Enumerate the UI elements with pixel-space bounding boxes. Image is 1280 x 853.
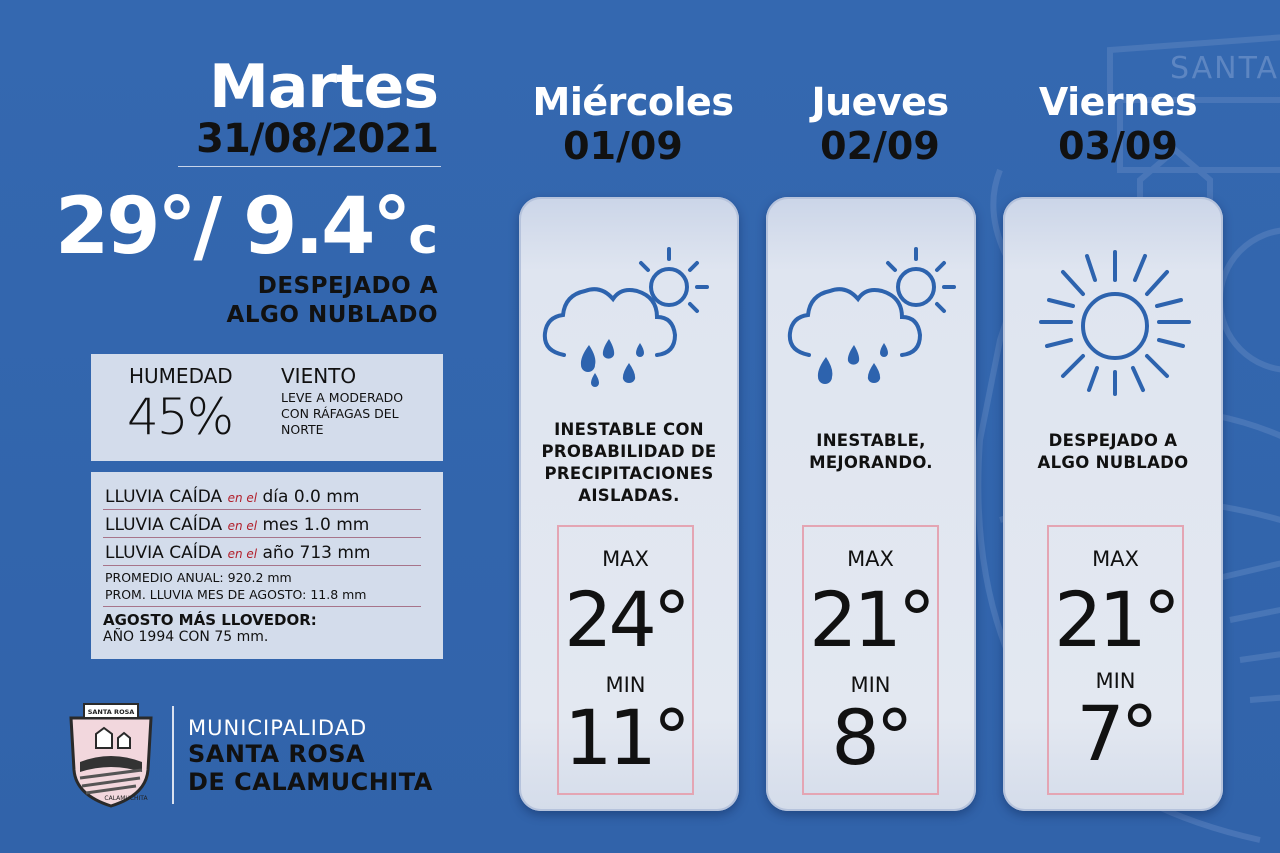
record-text: AÑO 1994 CON 75 mm. [103, 629, 269, 645]
max-temp: 24° [564, 575, 691, 664]
forecast-card-3: DESPEJADO A ALGO NUBLADO MAX 21° MIN 7° [1003, 197, 1223, 811]
rain-connector: en el [227, 491, 258, 505]
max-temp: 21° [809, 575, 936, 664]
municipal-shield-icon: SANTA ROSA CALAMUCHITA [69, 703, 153, 808]
condition-line: ALGO NUBLADO [1037, 453, 1189, 472]
condition-line: INESTABLE, [816, 431, 926, 450]
today-temps-value: 29°/ 9.4° [54, 182, 411, 272]
today-condition-line: ALGO NUBLADO [226, 302, 438, 328]
rain-prefix: LLUVIA CAÍDA [105, 487, 223, 507]
logo-town-line: SANTA ROSA [188, 740, 366, 768]
max-label: MAX [602, 547, 649, 571]
today-temperatures: 29°/ 9.4°c [55, 182, 438, 272]
condition-line: INESTABLE CON [554, 420, 704, 439]
logo-town-line: DE CALAMUCHITA [188, 768, 433, 796]
humidity-label: HUMEDAD [129, 364, 233, 388]
forecast-condition-2: INESTABLE, MEJORANDO. [766, 430, 976, 474]
humidity-value: 45% [127, 388, 234, 446]
annual-average: PROMEDIO ANUAL: 920.2 mm [105, 570, 292, 585]
wind-desc-line: CON RÁFAGAS DEL [281, 406, 399, 421]
min-temp: 7° [1076, 689, 1158, 778]
forecast-day-3: Viernes [1038, 80, 1198, 124]
wind-description: LEVE A MODERADO CON RÁFAGAS DEL NORTE [281, 390, 431, 438]
wind-desc-line: NORTE [281, 422, 324, 437]
forecast-date-3: 03/09 [1058, 124, 1178, 168]
logo-municipality: MUNICIPALIDAD [188, 716, 368, 740]
condition-line: PRECIPITACIONES [544, 464, 714, 483]
temp-box-3: MAX 21° MIN 7° [1047, 525, 1184, 795]
min-temp: 8° [831, 693, 913, 782]
rain-month-value: mes 1.0 mm [262, 515, 370, 535]
rain-divider [103, 606, 421, 607]
date-divider [178, 166, 441, 167]
rain-day-line: LLUVIA CAÍDA en el día 0.0 mm [105, 487, 359, 507]
rain-sun-icon [787, 247, 956, 384]
forecast-condition-1: INESTABLE CON PROBABILIDAD DE PRECIPITAC… [519, 419, 739, 507]
today-day: Martes [209, 52, 439, 122]
logo-town-name: SANTA ROSA DE CALAMUCHITA [188, 740, 433, 796]
rain-prefix: LLUVIA CAÍDA [105, 515, 223, 535]
rain-month-line: LLUVIA CAÍDA en el mes 1.0 mm [105, 515, 369, 535]
rain-day-value: día 0.0 mm [262, 487, 360, 507]
record-title: AGOSTO MÁS LLOVEDOR: [103, 611, 317, 629]
forecast-condition-3: DESPEJADO A ALGO NUBLADO [1003, 430, 1223, 474]
temp-box-1: MAX 24° MIN 11° [557, 525, 694, 795]
today-condition-line: DESPEJADO A [257, 273, 438, 299]
min-temp: 11° [564, 693, 691, 782]
humidity-wind-panel: HUMEDAD 45% VIENTO LEVE A MODERADO CON R… [91, 354, 443, 461]
today-condition: DESPEJADO A ALGO NUBLADO [227, 272, 438, 330]
rain-year-value: año 713 mm [262, 543, 371, 563]
rain-divider [103, 509, 421, 510]
forecast-day-2: Jueves [811, 80, 949, 124]
month-average: PROM. LLUVIA MES DE AGOSTO: 11.8 mm [105, 587, 367, 602]
rain-year-line: LLUVIA CAÍDA en el año 713 mm [105, 543, 370, 563]
forecast-date-1: 01/09 [563, 124, 683, 168]
rain-connector: en el [227, 547, 258, 561]
condition-line: PROBABILIDAD DE [541, 442, 717, 461]
emblem-top-text: SANTA ROSA [88, 708, 135, 716]
max-label: MAX [847, 547, 894, 571]
wind-desc-line: LEVE A MODERADO [281, 390, 404, 405]
condition-line: DESPEJADO A [1048, 431, 1178, 450]
logo-divider [172, 706, 174, 804]
condition-line: MEJORANDO. [809, 453, 933, 472]
condition-line: AISLADAS. [578, 486, 680, 505]
forecast-card-1: INESTABLE CON PROBABILIDAD DE PRECIPITAC… [519, 197, 739, 811]
forecast-card-2: INESTABLE, MEJORANDO. MAX 21° MIN 8° [766, 197, 976, 811]
temp-unit: c [408, 207, 438, 265]
emblem-bottom-text: CALAMUCHITA [104, 795, 148, 802]
min-label: MIN [605, 673, 646, 697]
rain-connector: en el [227, 519, 258, 533]
watermark-text: SANTA [1170, 51, 1279, 86]
rain-sun-icon [542, 247, 709, 387]
forecast-date-2: 02/09 [820, 124, 940, 168]
today-date: 31/08/2021 [196, 116, 439, 162]
temp-box-2: MAX 21° MIN 8° [802, 525, 939, 795]
rain-divider [103, 565, 421, 566]
wind-label: VIENTO [281, 364, 357, 388]
max-temp: 21° [1054, 575, 1181, 664]
rain-divider [103, 537, 421, 538]
sun-icon [1039, 250, 1191, 396]
min-label: MIN [1095, 669, 1136, 693]
max-label: MAX [1092, 547, 1139, 571]
min-label: MIN [850, 673, 891, 697]
rainfall-panel: LLUVIA CAÍDA en el día 0.0 mm LLUVIA CAÍ… [91, 472, 443, 659]
rain-prefix: LLUVIA CAÍDA [105, 543, 223, 563]
forecast-day-1: Miércoles [532, 80, 734, 124]
